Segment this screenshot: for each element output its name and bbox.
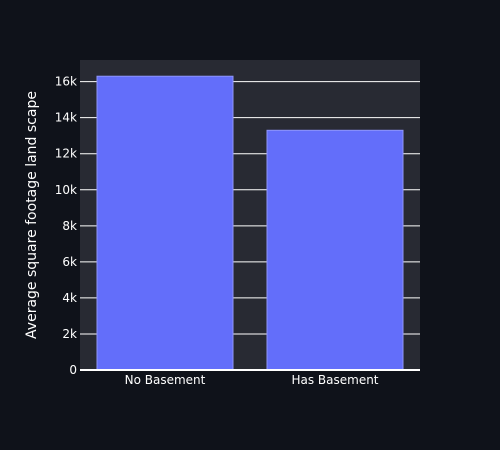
x-tick-labels: No Basement Has Basement bbox=[125, 373, 379, 387]
y-tick-label: 4k bbox=[62, 291, 77, 305]
y-axis-title: Average square footage land scape bbox=[24, 91, 40, 339]
y-tick-label: 14k bbox=[55, 111, 77, 125]
x-tick-label: No Basement bbox=[125, 373, 206, 387]
y-tick-label: 2k bbox=[62, 327, 77, 341]
bar bbox=[96, 75, 234, 371]
x-tick-label: Has Basement bbox=[291, 373, 378, 387]
y-tick-label: 12k bbox=[55, 147, 77, 161]
bar bbox=[266, 129, 404, 371]
y-tick-labels: 0 2k 4k 6k 8k 10k 12k 14k 16k bbox=[55, 75, 77, 377]
y-tick-label: 6k bbox=[62, 255, 77, 269]
y-tick-label: 8k bbox=[62, 219, 77, 233]
y-tick-label: 0 bbox=[69, 363, 77, 377]
bars bbox=[96, 75, 404, 371]
y-tick-label: 10k bbox=[55, 183, 77, 197]
y-tick-label: 16k bbox=[55, 75, 77, 89]
